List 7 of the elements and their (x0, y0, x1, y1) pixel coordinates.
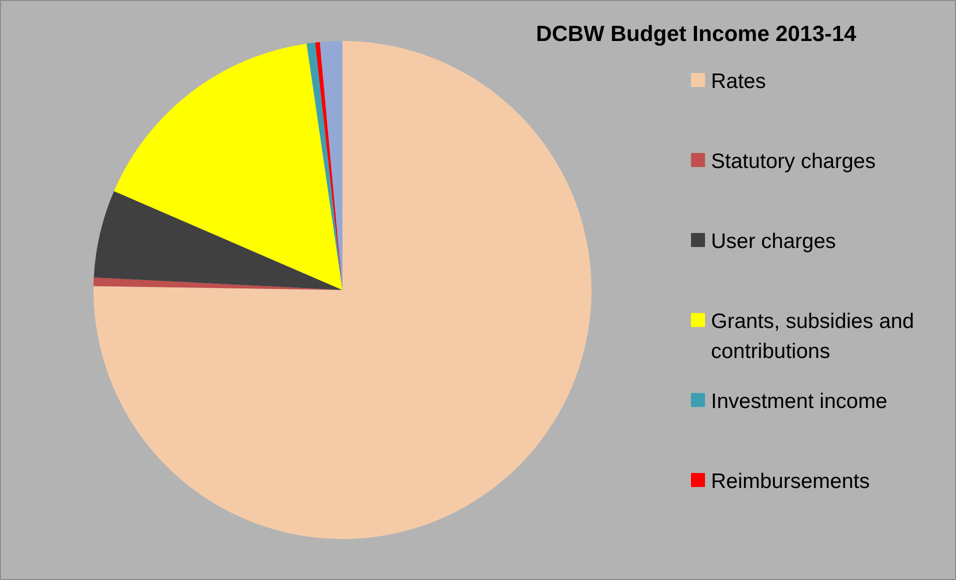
legend-label: Investment income (711, 389, 888, 415)
legend-label: Reimbursements (711, 469, 870, 495)
legend-label: Statutory charges (711, 149, 876, 175)
legend-label: Rates (711, 69, 766, 95)
legend-label: User charges (711, 229, 836, 255)
legend-label: Grants, subsidies and contributions (711, 309, 916, 365)
chart-title: DCBW Budget Income 2013-14 (536, 21, 856, 47)
